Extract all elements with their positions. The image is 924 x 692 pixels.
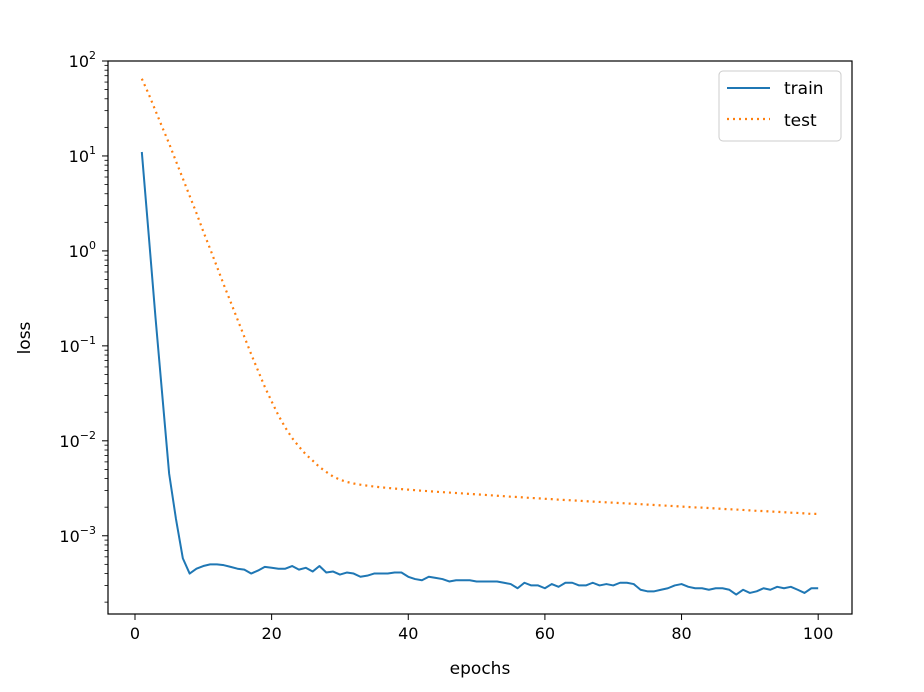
- series-line-train: [140, 151, 819, 596]
- x-tick-label: 80: [671, 624, 691, 643]
- x-axis-ticks: 0 20 40 60 80 100: [130, 614, 834, 643]
- y-tick-label: 10−2: [59, 429, 96, 451]
- y-tick-label: 101: [69, 144, 96, 166]
- x-tick-label: 100: [803, 624, 834, 643]
- y-axis-ticks: 10−3 10−2 10−1 100 101 102: [59, 49, 108, 603]
- x-tick-label: 0: [130, 624, 140, 643]
- series-layer: [140, 78, 819, 596]
- series-line-test: [140, 78, 819, 515]
- y-tick-label: 10−3: [59, 524, 96, 546]
- x-axis-label: epochs: [450, 659, 511, 679]
- y-tick-label: 100: [69, 239, 96, 261]
- x-tick-label: 40: [398, 624, 418, 643]
- legend-label-train: train: [784, 79, 824, 99]
- x-tick-label: 20: [261, 624, 281, 643]
- legend-label-test: test: [784, 111, 817, 131]
- y-tick-label: 102: [69, 49, 96, 71]
- y-tick-label: 10−1: [59, 334, 96, 356]
- x-tick-label: 60: [535, 624, 555, 643]
- legend: train test: [718, 70, 842, 142]
- y-axis-label: loss: [15, 321, 35, 354]
- plot-area-frame: [107, 60, 853, 615]
